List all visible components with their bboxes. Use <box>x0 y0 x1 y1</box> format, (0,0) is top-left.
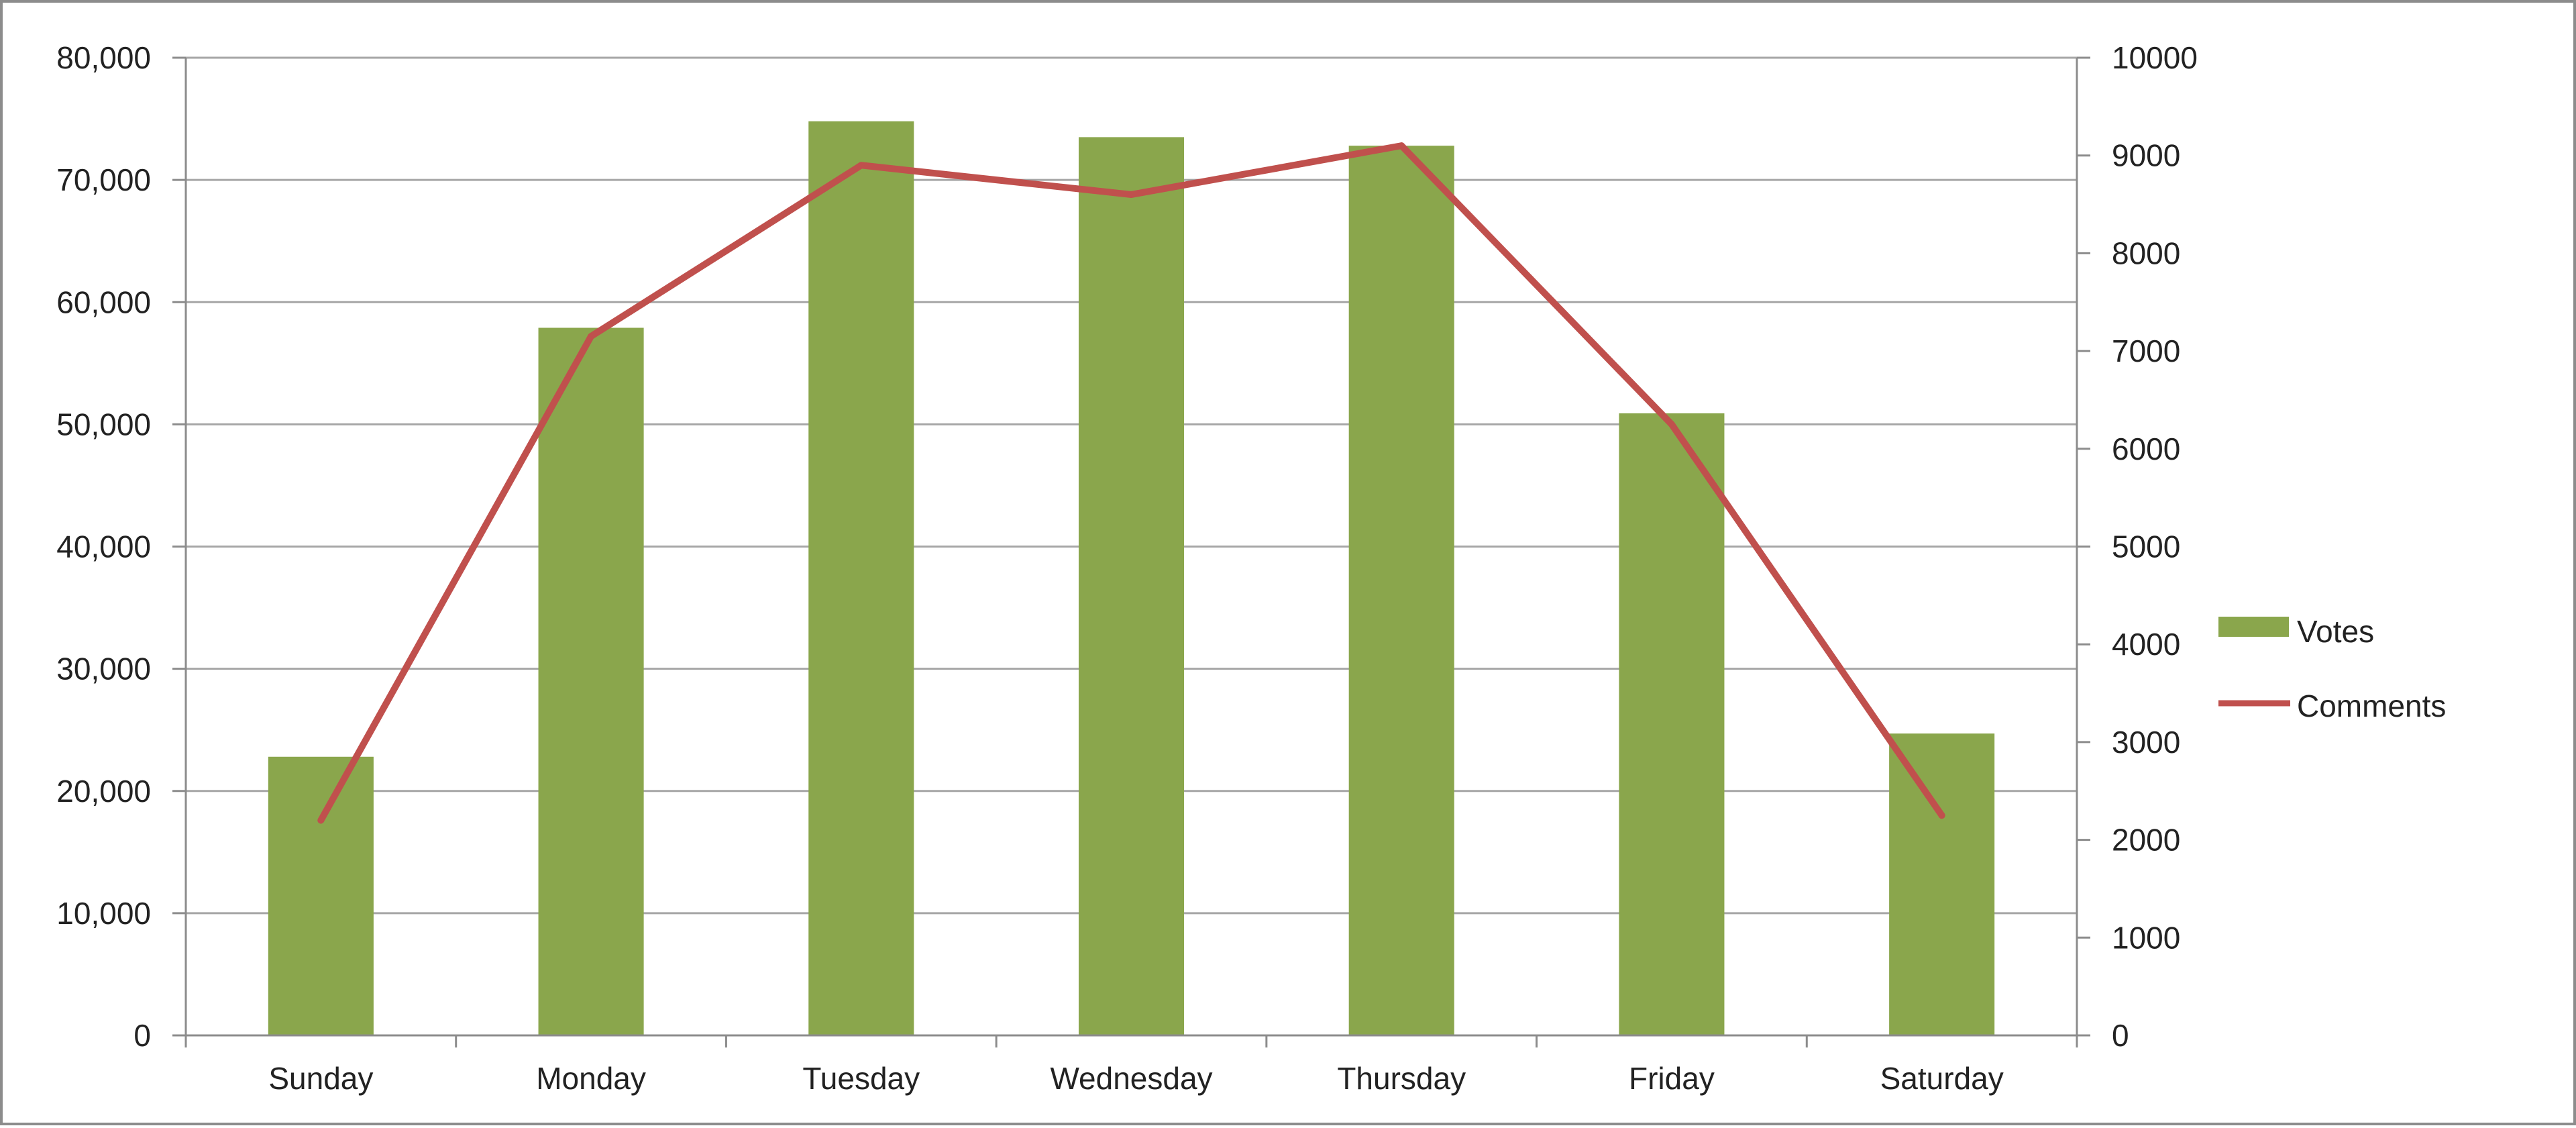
x-axis-tick-label: Monday <box>536 1061 646 1096</box>
comments-point <box>1938 812 1945 819</box>
legend-comments-label: Comments <box>2297 688 2446 723</box>
combo-chart: 0 10,000 20,000 30,000 40,000 50,000 60,000 70,… <box>56 40 2446 1096</box>
votes-bars <box>268 121 1995 1036</box>
right-axis-tick-label: 7000 <box>2112 334 2180 368</box>
right-axis-tick-label: 8000 <box>2112 236 2180 270</box>
legend: Votes Comments <box>2218 614 2446 723</box>
votes-bar <box>268 756 374 1035</box>
right-axis-tick-label: 1000 <box>2112 920 2180 955</box>
votes-bar <box>808 121 914 1036</box>
x-axis-tick-label: Friday <box>1629 1061 1715 1096</box>
right-axis-tick-label: 10000 <box>2112 40 2198 75</box>
comments-point <box>317 817 325 824</box>
comments-point <box>588 333 595 340</box>
left-axis-tick-label: 50,000 <box>56 407 151 442</box>
comments-point <box>1668 421 1675 428</box>
left-axis-tick-label: 80,000 <box>56 40 151 75</box>
votes-bar <box>538 327 644 1036</box>
x-axis-tick-labels: Sunday Monday Tuesday Wednesday Thursday Frid… <box>268 1061 2003 1096</box>
x-axis-tick-label: Sunday <box>268 1061 373 1096</box>
x-axis-tick-label: Thursday <box>1337 1061 1466 1096</box>
right-axis-tick-label: 6000 <box>2112 431 2180 466</box>
votes-bar <box>1348 146 1454 1035</box>
left-axis-tick-label: 40,000 <box>56 529 151 564</box>
x-axis-tick-label: Saturday <box>1880 1061 2004 1096</box>
right-axis-tick-label: 2000 <box>2112 823 2180 858</box>
comments-point <box>857 162 865 169</box>
right-axis-tick-label: 9000 <box>2112 138 2180 173</box>
x-axis-tick-label: Tuesday <box>802 1061 920 1096</box>
left-axis-tick-label: 20,000 <box>56 774 151 809</box>
left-axis-tick-label: 0 <box>133 1018 151 1053</box>
axes <box>172 56 2090 1047</box>
left-axis-tick-label: 30,000 <box>56 652 151 686</box>
comments-point <box>1398 142 1405 150</box>
votes-bar <box>1889 733 1995 1035</box>
left-axis-tick-label: 10,000 <box>56 896 151 931</box>
left-axis-tick-label: 60,000 <box>56 285 151 319</box>
right-axis-tick-label: 5000 <box>2112 529 2180 564</box>
right-axis-tick-label: 4000 <box>2112 627 2180 662</box>
legend-votes-swatch <box>2218 617 2289 637</box>
x-axis-tick-label: Wednesday <box>1050 1061 1212 1096</box>
left-axis-tick-label: 70,000 <box>56 162 151 197</box>
comments-line <box>317 142 1945 824</box>
right-axis-tick-labels: 0 1000 2000 3000 4000 5000 6000 7000 8000 9000 100… <box>2112 40 2198 1053</box>
comments-point <box>1128 191 1135 198</box>
votes-bar <box>1619 413 1725 1035</box>
votes-bar <box>1078 137 1185 1036</box>
legend-votes-label: Votes <box>2297 614 2374 649</box>
left-axis-tick-labels: 0 10,000 20,000 30,000 40,000 50,000 60,000 70,… <box>56 40 151 1053</box>
right-axis-tick-label: 3000 <box>2112 725 2180 760</box>
right-axis-tick-label: 0 <box>2112 1018 2129 1053</box>
